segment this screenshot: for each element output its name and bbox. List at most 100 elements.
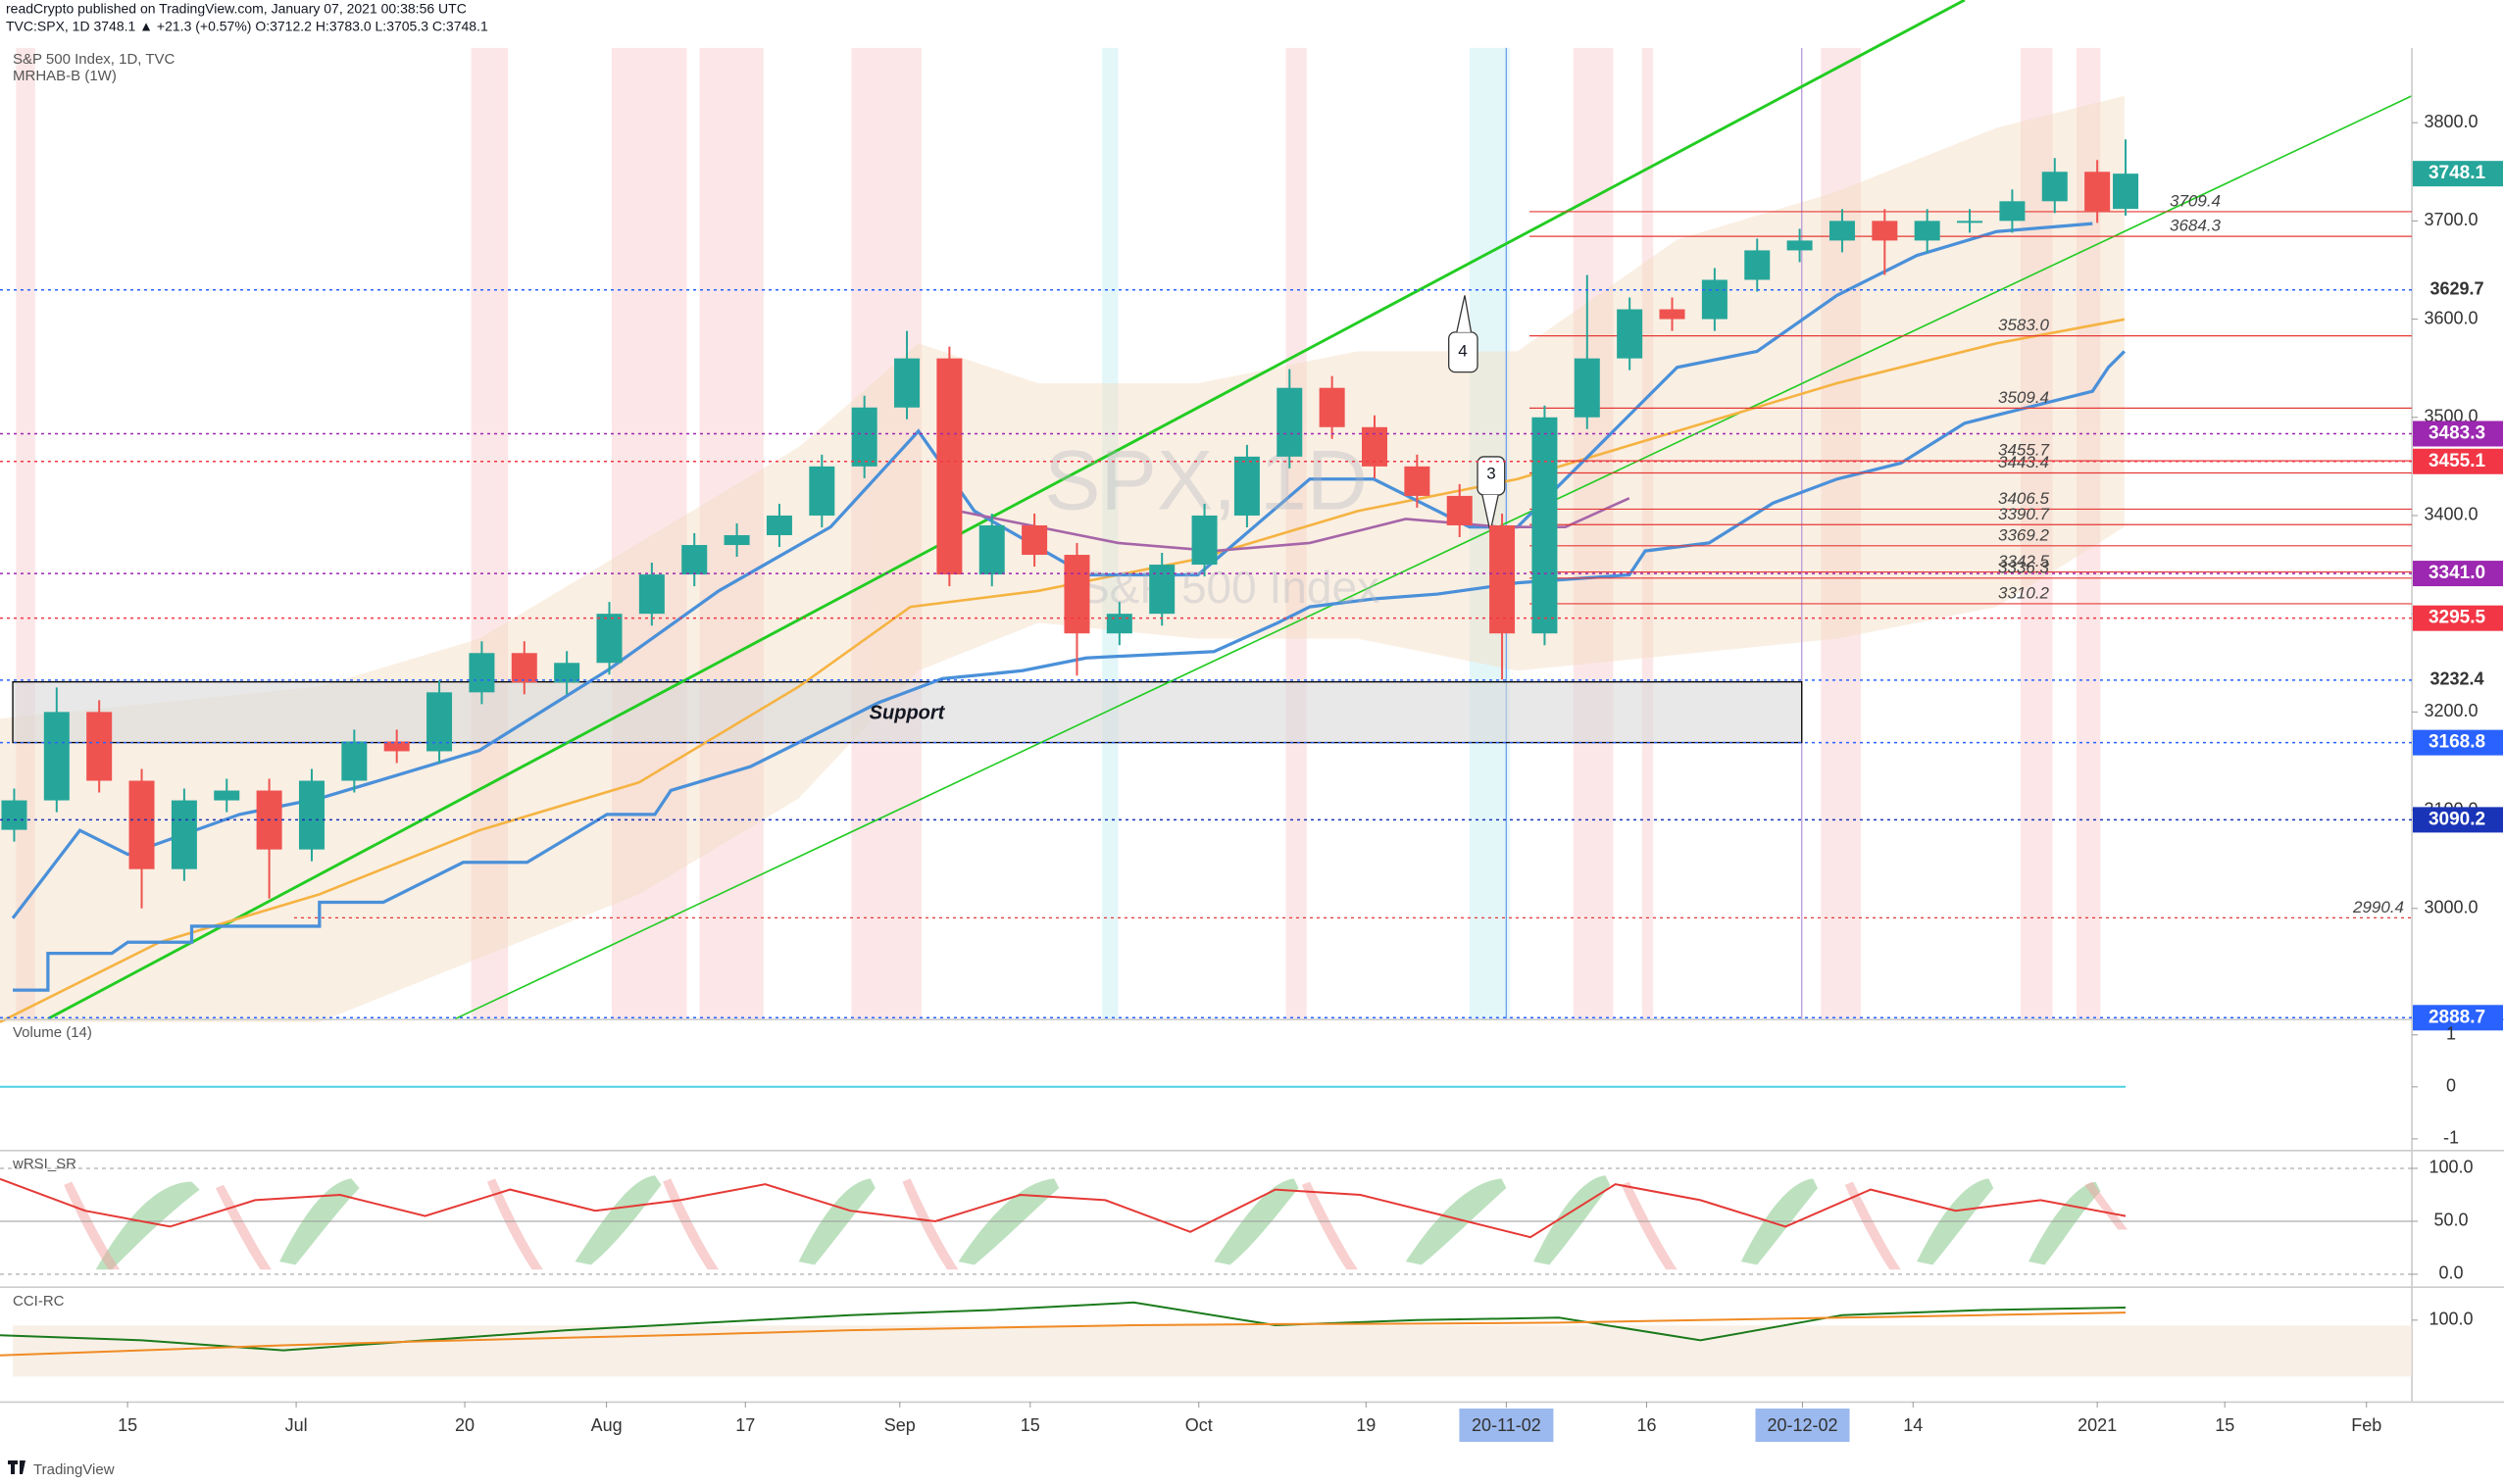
candle-body	[1999, 201, 2026, 222]
level-label: 3583.0	[1998, 316, 2050, 334]
pane-subtitle: MRHAB-B (1W)	[13, 68, 117, 84]
callout-pointer	[1456, 295, 1473, 333]
marker-badge	[2413, 729, 2503, 756]
y-tick-label: 100.0	[2429, 1158, 2473, 1177]
x-tick-label: 20-12-02	[1767, 1415, 1837, 1435]
indicator-line	[0, 1311, 2127, 1357]
x-tick-highlight	[1755, 1409, 1850, 1442]
marker-badge	[2413, 161, 2503, 187]
candle-body	[978, 524, 1005, 575]
candle-body	[1574, 358, 1600, 418]
marker-label: 3232.4	[2429, 669, 2483, 689]
y-tick-label: 3800.0	[2424, 112, 2478, 131]
candle-body	[894, 358, 921, 408]
moving-average	[0, 318, 2126, 1023]
x-tick-label: 15	[2215, 1415, 2234, 1435]
level-label: 3684.3	[2170, 217, 2222, 235]
marker-badge	[2413, 448, 2503, 474]
candle-body	[1191, 515, 1218, 566]
band-cloud	[0, 95, 2125, 1022]
footer-brand: TradingView	[33, 1461, 115, 1478]
x-tick-label: Sep	[884, 1415, 916, 1435]
candle-body	[298, 780, 325, 850]
candle-body	[1828, 221, 1855, 241]
level-label: 3709.4	[2170, 191, 2221, 210]
marker-badge	[2413, 1005, 2503, 1031]
candle-body	[469, 653, 495, 693]
level-label: 3406.5	[1998, 489, 2050, 508]
logo	[8, 1460, 25, 1474]
level-label: 3369.2	[1998, 525, 2050, 544]
level-label: 3509.4	[1998, 388, 2049, 407]
candle-body	[1531, 417, 1558, 634]
x-tick-label: 15	[1021, 1415, 1040, 1435]
level-label: 3443.4	[1998, 453, 2049, 471]
candle-body	[2041, 172, 2068, 202]
marker-label: 3168.8	[2429, 732, 2485, 753]
candle-body	[2113, 173, 2139, 210]
marker-badge	[2413, 807, 2503, 833]
x-tick-label: 15	[118, 1415, 137, 1435]
x-tick-label: 20	[455, 1415, 475, 1435]
candle-body	[1233, 456, 1260, 516]
pane-title: S&P 500 Index, 1D, TVC	[13, 51, 175, 68]
candle-body	[638, 574, 665, 615]
indicator-line	[0, 1177, 2127, 1239]
quote-line: TVC:SPX, 1D 3748.1 ▲ +21.3 (+0.57%) O:37…	[6, 19, 488, 34]
rsi-wave	[95, 1175, 2101, 1270]
channel-line	[47, 0, 1966, 1020]
candle-body	[766, 515, 792, 536]
candle-body	[1446, 495, 1473, 525]
publisher-line: readCrypto published on TradingView.com,…	[6, 1, 467, 17]
candle-body	[341, 741, 368, 781]
level-label: 2990.4	[2352, 898, 2404, 916]
marker-badge	[2413, 667, 2503, 693]
marker-label: 3748.1	[2429, 163, 2486, 183]
x-tick-label: Jul	[285, 1415, 308, 1435]
pane-title: Volume (14)	[13, 1024, 92, 1041]
x-tick-label: Feb	[2351, 1415, 2381, 1435]
candle-body	[1022, 524, 1048, 556]
watermark-subtitle: S&P 500 Index	[1079, 562, 1379, 613]
candle-body	[1404, 466, 1430, 496]
marker-label: 3341.0	[2429, 563, 2485, 583]
candle-body	[1744, 250, 1771, 280]
candle-body	[1701, 279, 1728, 320]
level-label: 3310.2	[1998, 583, 2050, 602]
candle-body	[383, 741, 410, 752]
x-tick-label: 16	[1636, 1415, 1656, 1435]
marker-badge	[2413, 605, 2503, 631]
cci-band	[13, 1325, 2413, 1377]
marker-badge	[2413, 276, 2503, 303]
level-label: 3336.3	[1998, 558, 2050, 576]
marker-label: 3455.1	[2429, 451, 2486, 471]
candle-body	[1872, 221, 1898, 241]
channel-line	[454, 95, 2413, 1020]
marker-label: 3295.5	[2429, 608, 2486, 628]
candle-body	[681, 545, 708, 575]
level-label: 3342.5	[1998, 552, 2050, 570]
candle-body	[1319, 387, 1345, 427]
y-tick-label: 3400.0	[2424, 505, 2478, 524]
y-tick-label: -1	[2443, 1128, 2459, 1148]
y-tick-label: 3600.0	[2424, 308, 2478, 327]
candle-body	[1659, 309, 1685, 320]
x-tick-label: Oct	[1185, 1415, 1213, 1435]
candle-body	[936, 358, 963, 575]
candle-body	[1914, 221, 1940, 241]
candle-body	[214, 790, 240, 801]
candle-body	[1489, 524, 1516, 634]
pane-title: CCI-RC	[13, 1293, 65, 1310]
marker-label: 2888.7	[2429, 1007, 2485, 1027]
candle-body	[1, 800, 27, 830]
marker-label: 3483.3	[2429, 423, 2485, 444]
x-tick-label: 20-11-02	[1472, 1415, 1541, 1435]
step-line	[13, 350, 2126, 992]
y-tick-label: 3000.0	[2424, 898, 2478, 917]
x-tick-label: 17	[735, 1415, 755, 1435]
x-tick-label: Aug	[591, 1415, 623, 1435]
y-tick-label: 3200.0	[2424, 701, 2478, 720]
candle-body	[1149, 565, 1176, 615]
y-tick-label: 1	[2446, 1024, 2456, 1044]
